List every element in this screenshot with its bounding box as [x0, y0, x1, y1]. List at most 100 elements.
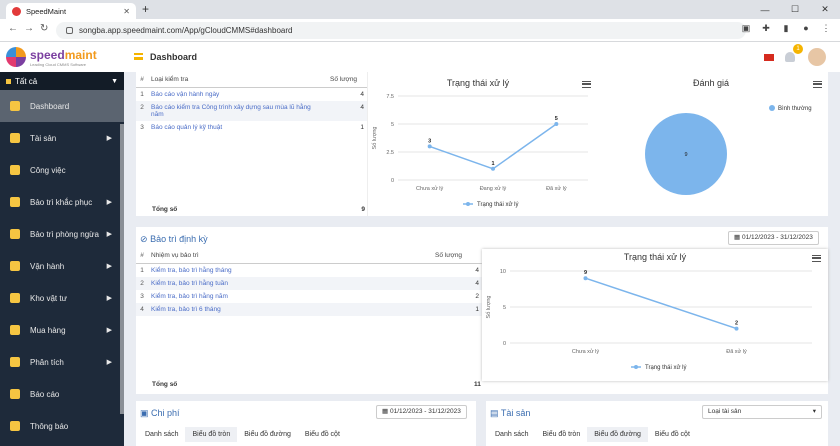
sidebar-item-5[interactable]: Vận hành ▶: [0, 250, 124, 282]
sidebar-item-label: Phân tích: [30, 357, 64, 367]
pm-total-value: 11: [474, 381, 481, 388]
bell-icon[interactable]: [785, 52, 795, 62]
chart3-menu-icon[interactable]: [812, 255, 821, 262]
scope-selector[interactable]: Tất cả ▼: [0, 72, 124, 90]
chart2-menu-icon[interactable]: [813, 81, 822, 88]
legend-label: Trạng thái xử lý: [645, 364, 686, 371]
sidebar-item-9[interactable]: Báo cáo: [0, 378, 124, 410]
chevron-right-icon: ▶: [106, 231, 112, 238]
sidebar-item-6[interactable]: Kho vật tư ▶: [0, 282, 124, 314]
app-logo[interactable]: speedmaint Leading Cloud CMMS Software: [0, 42, 124, 72]
row-link[interactable]: Kiểm tra, bảo trì hằng tuần: [148, 277, 432, 290]
table-row: 4 Kiểm tra, bảo trì 6 tháng 1: [136, 303, 482, 316]
sidebar-item-2[interactable]: Công việc: [0, 154, 124, 186]
browser-tab[interactable]: SpeedMaint ✕: [6, 3, 136, 19]
row-link[interactable]: Báo cáo kiểm tra Công trình xây dựng sau…: [148, 101, 327, 121]
report-panel: # Loại kiểm tra Số lượng 1 Báo cáo vận hành…: [136, 72, 828, 216]
sidebar-item-0[interactable]: Dashboard: [0, 90, 124, 122]
tab-1[interactable]: Biểu đồ tròn: [542, 431, 581, 438]
y-tick-label: 5: [391, 122, 394, 128]
series-line: [585, 277, 737, 330]
menu-item-icon: [10, 389, 20, 399]
sidebar-item-4[interactable]: Bảo trì phòng ngừa ▶: [0, 218, 124, 250]
forward-icon[interactable]: →: [24, 23, 34, 34]
chart1-menu-icon[interactable]: [582, 81, 591, 88]
minimize-icon[interactable]: —: [760, 4, 770, 15]
sidepanel-icon[interactable]: ▮: [783, 23, 789, 33]
close-tab-icon[interactable]: ✕: [123, 6, 130, 16]
table-row: 1 Báo cáo vận hành ngày 4: [136, 88, 367, 102]
maximize-icon[interactable]: ☐: [790, 4, 800, 14]
logo-mark-icon: [6, 47, 26, 67]
sidebar-item-label: Mua hàng: [30, 325, 66, 335]
extension-icon[interactable]: ▣: [741, 23, 751, 33]
row-link[interactable]: Kiểm tra, bảo trì 6 tháng: [148, 303, 432, 316]
col-count: Số lượng: [327, 72, 367, 88]
hamburger-menu-icon[interactable]: [134, 53, 143, 60]
chevron-down-icon: ▾: [812, 408, 816, 415]
row-number: 4: [136, 303, 148, 316]
close-window-icon[interactable]: ✕: [821, 4, 829, 14]
language-flag-icon[interactable]: [764, 54, 774, 61]
cost-title: Chi phí: [151, 408, 180, 418]
chart1: 0 2.5 5 7.5 Số lượng 3 Chưa xử lý 1 Đang xử lý 5 Đ…: [372, 94, 588, 208]
scope-icon: [6, 78, 11, 84]
back-icon[interactable]: ←: [8, 23, 18, 34]
tab-0[interactable]: Danh sách: [145, 431, 179, 438]
chevron-right-icon: ▶: [106, 295, 112, 302]
legend-swatch-dot: [466, 202, 470, 206]
window-controls: — ☐ ✕: [750, 0, 840, 19]
calendar-icon: ▦: [382, 408, 389, 415]
sidebar-item-3[interactable]: Bảo trì khắc phục ▶: [0, 186, 124, 218]
url-field[interactable]: songba.app.speedmaint.com/App/gCloudCMMS…: [56, 22, 746, 39]
row-link[interactable]: Kiểm tra, bảo trì hằng năm: [151, 293, 228, 300]
row-link[interactable]: Kiểm tra, bảo trì hằng tháng: [151, 267, 232, 274]
pm-date-text: 01/12/2023 - 31/12/2023: [741, 234, 813, 241]
tab-2[interactable]: Biểu đồ đường: [587, 427, 648, 442]
data-label: 2: [735, 321, 738, 327]
sidebar-item-8[interactable]: Phân tích ▶: [0, 346, 124, 378]
sidebar-item-label: Tài sản: [30, 133, 57, 143]
data-label: 1: [491, 161, 494, 167]
pm-col-count: Số lượng: [432, 248, 482, 264]
data-label: 5: [555, 116, 558, 122]
row-link[interactable]: Báo cáo vận hành ngày: [151, 91, 220, 98]
profile-icon[interactable]: ●: [803, 23, 809, 33]
chevron-right-icon: ▶: [106, 359, 112, 366]
sidebar-item-7[interactable]: Mua hàng ▶: [0, 314, 124, 346]
asset-type-select[interactable]: Loại tài sản ▾: [702, 405, 822, 419]
row-count: 4: [475, 267, 479, 274]
notification-badge: 1: [793, 44, 803, 54]
tab-3[interactable]: Biểu đồ cột: [654, 431, 690, 438]
row-link[interactable]: Báo cáo quản lý kỹ thuật: [151, 124, 223, 131]
menu-item-icon: [10, 421, 20, 431]
kebab-menu-icon[interactable]: ⋮: [821, 23, 831, 33]
tab-2[interactable]: Biểu đồ đường: [244, 431, 291, 438]
sidebar-scrollbar[interactable]: [120, 124, 124, 414]
menu-item-icon: [10, 101, 20, 111]
puzzle-icon[interactable]: ✚: [762, 23, 770, 33]
chart3-title: Trạng thái xử lý: [623, 252, 687, 262]
menu-item-icon: [10, 133, 20, 143]
tab-1[interactable]: Biểu đồ tròn: [185, 427, 238, 442]
tab-0[interactable]: Danh sách: [495, 431, 529, 438]
chart1-title: Trạng thái xử lý: [446, 78, 510, 88]
cost-date-range[interactable]: ▦ 01/12/2023 - 31/12/2023: [376, 405, 467, 419]
reload-icon[interactable]: ↻: [40, 23, 49, 34]
avatar[interactable]: [808, 48, 826, 66]
sidebar-item-10[interactable]: Thông báo: [0, 410, 124, 442]
y-tick-label: 7.5: [386, 94, 394, 100]
sidebar-item-1[interactable]: Tài sản ▶: [0, 122, 124, 154]
legend-label: Trạng thái xử lý: [477, 201, 518, 208]
url-text: songba.app.speedmaint.com/App/gCloudCMMS…: [79, 26, 293, 35]
pm-title: Bảo trì định kỳ: [150, 234, 208, 244]
data-point: [554, 122, 559, 126]
row-count: 4: [432, 277, 482, 290]
new-tab-button[interactable]: +: [142, 2, 150, 16]
row-count: 4: [327, 101, 367, 121]
tab-3[interactable]: Biểu đồ cột: [304, 431, 340, 438]
row-number: 3: [140, 293, 144, 300]
pm-date-range[interactable]: ▦ 01/12/2023 - 31/12/2023: [728, 231, 819, 245]
pm-col-hash: #: [136, 248, 148, 264]
row-count: 2: [475, 293, 479, 300]
